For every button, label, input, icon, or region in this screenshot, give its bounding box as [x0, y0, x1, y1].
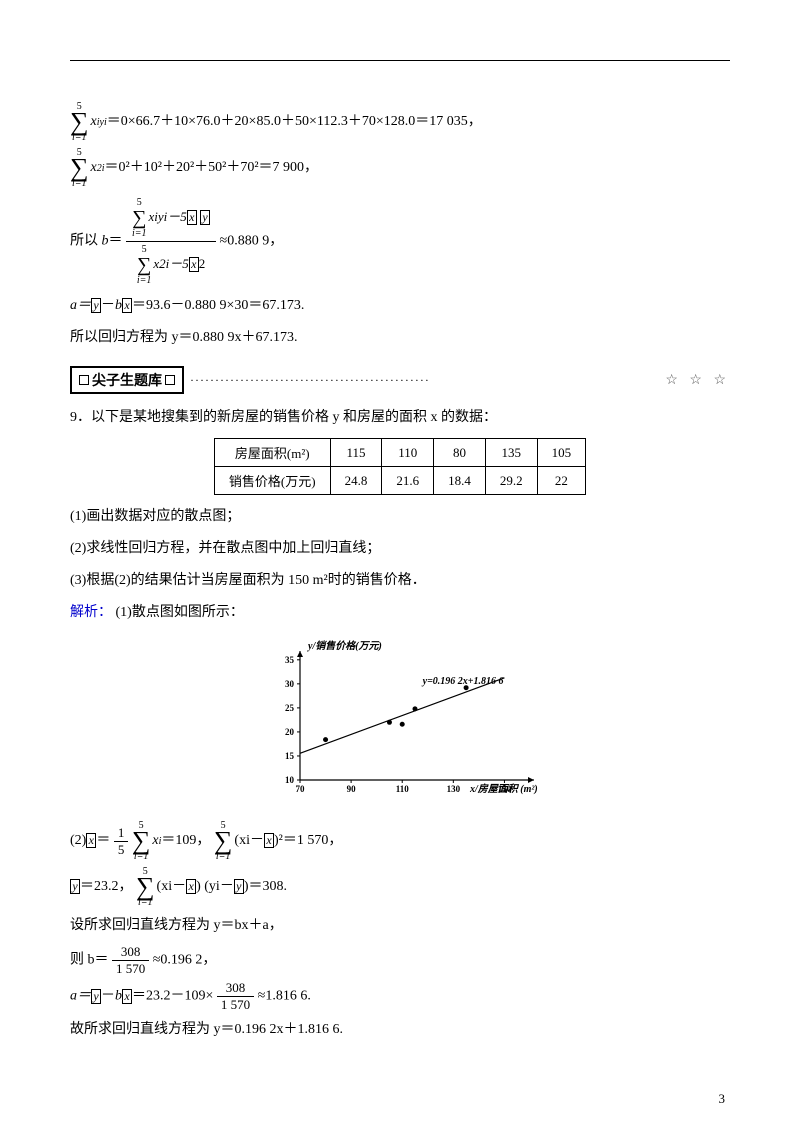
svg-text:90: 90	[347, 784, 357, 794]
square-icon	[79, 375, 89, 385]
q9-part2: (2)求线性回归方程，并在散点图中加上回归直线；	[70, 535, 730, 563]
sigma-icon: 5 ∑ i=1	[136, 866, 155, 908]
regression-equation: 所以回归方程为 y＝0.880 9x＋67.173.	[70, 324, 730, 352]
table-cell: 房屋面积(m²)	[214, 439, 330, 467]
table-cell: 115	[330, 439, 382, 467]
calc-xbar: (2)x＝ 1 5 5 ∑ i=1 xi＝109， 5 ∑ i=1 (xi－x)…	[70, 820, 730, 862]
calc-ybar: y＝23.2， 5 ∑ i=1 (xi－x) (yi－y)＝308.	[70, 866, 730, 908]
solution-word: 解析：	[70, 605, 112, 620]
svg-text:20: 20	[285, 727, 295, 737]
set-regression: 设所求回归直线方程为 y＝bx＋a，	[70, 912, 730, 940]
a-calc: a＝y－bx＝23.2－109× 308 1 570 ≈1.816 6.	[70, 980, 730, 1012]
table-cell: 80	[434, 439, 486, 467]
top-rule	[70, 60, 730, 61]
svg-text:35: 35	[285, 655, 295, 665]
page-number: 3	[719, 1091, 726, 1107]
svg-text:y=0.196 2x+1.816 6: y=0.196 2x+1.816 6	[422, 676, 504, 687]
sigma-icon: 5 ∑ i=1	[70, 101, 89, 143]
dotted-leader: ········································…	[184, 373, 665, 388]
b-calc: 则 b＝ 308 1 570 ≈0.196 2，	[70, 944, 730, 976]
stars: ☆ ☆ ☆	[665, 372, 730, 389]
table-cell: 135	[485, 439, 537, 467]
chart-svg: 1015202530357090110130150y/销售价格(万元)x/房屋面…	[260, 635, 540, 805]
svg-text:25: 25	[285, 703, 295, 713]
a-line: a＝y－bx＝93.6－0.880 9×30＝67.173.	[70, 292, 730, 320]
equation-2: 5 ∑ i=1 x2i＝0²＋10²＋20²＋50²＋70²＝7 900，	[70, 147, 730, 189]
table-cell: 24.8	[330, 467, 382, 495]
svg-text:110: 110	[396, 784, 410, 794]
banner-box: 尖子生题库	[70, 366, 184, 394]
svg-text:x/房屋面积 (m²): x/房屋面积 (m²)	[469, 783, 538, 795]
svg-text:15: 15	[285, 751, 295, 761]
sigma-icon: 5 ∑ i=1	[214, 820, 233, 862]
equation-1: 5 ∑ i=1 xiyi＝0×66.7＋10×76.0＋20×85.0＋50×1…	[70, 101, 730, 143]
table-cell: 110	[382, 439, 434, 467]
q9-title: 9．以下是某地搜集到的新房屋的销售价格 y 和房屋的面积 x 的数据：	[70, 404, 730, 432]
scatter-chart: 1015202530357090110130150y/销售价格(万元)x/房屋面…	[260, 635, 540, 810]
table-cell: 销售价格(万元)	[214, 467, 330, 495]
sigma-icon: 5 ∑ i=1	[70, 147, 89, 189]
solution-label: 解析： (1)散点图如图所示：	[70, 599, 730, 627]
table-cell: 21.6	[382, 467, 434, 495]
svg-text:70: 70	[296, 784, 306, 794]
table-cell: 22	[537, 467, 586, 495]
sigma-icon: 5 ∑ i=1	[132, 820, 151, 862]
data-table: 房屋面积(m²) 115 110 80 135 105 销售价格(万元) 24.…	[214, 438, 586, 495]
svg-text:130: 130	[447, 784, 461, 794]
svg-text:30: 30	[285, 679, 295, 689]
square-icon	[165, 375, 175, 385]
table-cell: 105	[537, 439, 586, 467]
banner-label: 尖子生题库	[92, 370, 162, 390]
q9-part1: (1)画出数据对应的散点图；	[70, 503, 730, 531]
table-row: 房屋面积(m²) 115 110 80 135 105	[214, 439, 585, 467]
section-banner: 尖子生题库 ··································…	[70, 366, 730, 394]
b-formula: 所以 b＝ 5 ∑ i=1 xiyi－5x y 5 ∑ i=1 x2i－5x2 …	[70, 195, 730, 288]
q9-part3: (3)根据(2)的结果估计当房屋面积为 150 m²时的销售价格．	[70, 567, 730, 595]
final-regression: 故所求回归直线方程为 y＝0.196 2x＋1.816 6.	[70, 1016, 730, 1044]
table-cell: 18.4	[434, 467, 486, 495]
table-cell: 29.2	[485, 467, 537, 495]
svg-text:y/销售价格(万元): y/销售价格(万元)	[307, 640, 382, 652]
table-row: 销售价格(万元) 24.8 21.6 18.4 29.2 22	[214, 467, 585, 495]
svg-text:10: 10	[285, 775, 295, 785]
